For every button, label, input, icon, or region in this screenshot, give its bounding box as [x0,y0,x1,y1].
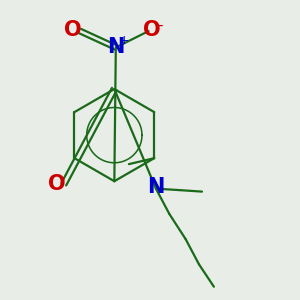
Text: N: N [147,177,165,197]
Text: -: - [157,18,163,33]
Text: N: N [107,38,124,58]
Text: O: O [143,20,160,40]
Text: O: O [64,20,82,40]
Text: O: O [48,174,65,194]
Text: +: + [119,34,130,47]
